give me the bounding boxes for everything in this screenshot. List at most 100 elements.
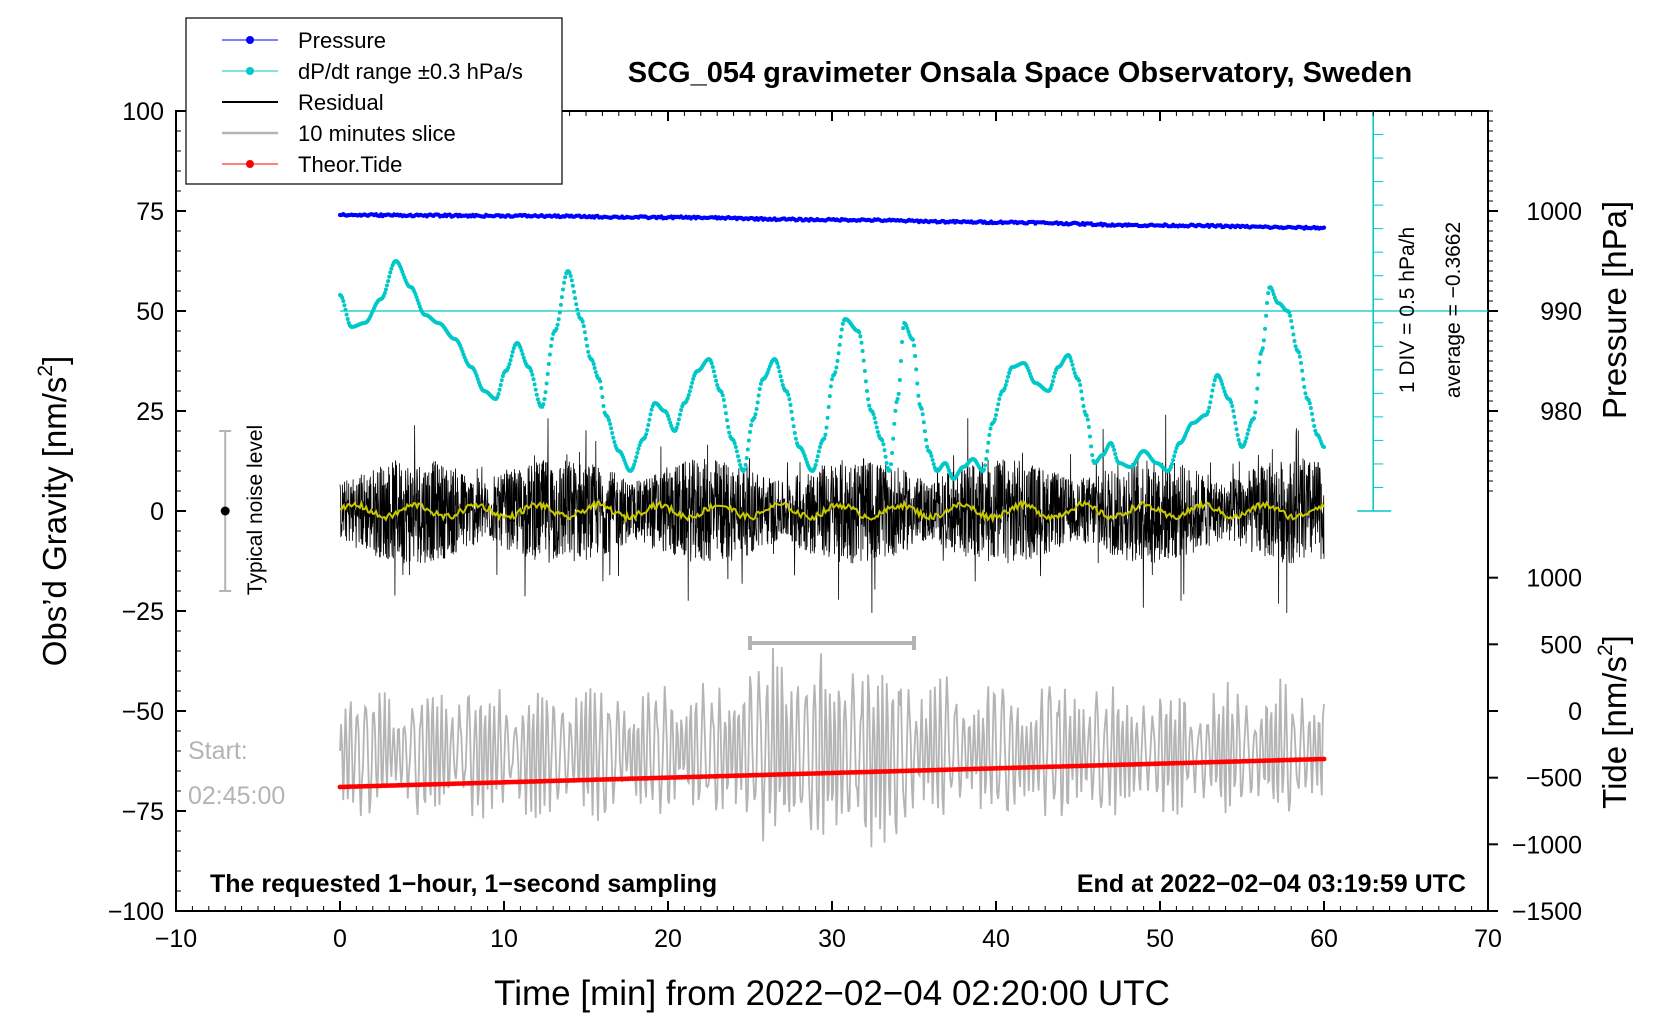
dpdt-point — [586, 349, 591, 354]
dpdt-point — [928, 450, 933, 455]
dpdt-point — [871, 412, 876, 417]
dpdt-point — [413, 292, 418, 296]
dpdt-point — [687, 389, 692, 394]
dpdt-point — [1310, 411, 1314, 416]
dpdt-point — [1232, 414, 1237, 419]
dpdt-point — [905, 326, 910, 331]
dpdt-point — [1264, 313, 1269, 318]
dpdt-point — [1171, 458, 1176, 463]
dpdt-point — [1049, 383, 1054, 387]
noise-bar-center — [220, 506, 230, 516]
dpdt-point — [1317, 436, 1322, 440]
dpdt-point — [545, 372, 550, 376]
dpdt-point — [340, 295, 345, 300]
dpdt-point — [1068, 355, 1073, 360]
x-tick-label: 70 — [1474, 925, 1502, 953]
legend: Pressure dP/dt range ±0.3 hPa/s Residual… — [185, 17, 563, 185]
dpdt-point — [585, 343, 590, 348]
dpdt-point — [607, 418, 611, 423]
dpdt-point — [637, 443, 642, 448]
dpdt-point — [1255, 386, 1260, 391]
dpdt-point — [1206, 409, 1211, 414]
dpdt-point — [723, 411, 728, 416]
dpdt-point — [816, 449, 821, 454]
dpdt-point — [776, 365, 781, 369]
dpdt-point — [860, 349, 865, 353]
y-tick-label: 0 — [150, 498, 164, 526]
dpdt-point — [1313, 428, 1318, 433]
dpdt-point — [388, 270, 393, 275]
dpdt-point — [1299, 361, 1303, 365]
dpdt-point — [913, 354, 918, 358]
dpdt-point — [830, 377, 834, 382]
dpdt-point — [1253, 410, 1258, 415]
dpdt-point — [675, 422, 680, 426]
dpdt-point — [865, 389, 869, 393]
dpdt-point — [709, 361, 714, 366]
dpdt-point — [631, 465, 635, 470]
dpdt-point — [559, 295, 564, 300]
tide-tick-label: −1000 — [1512, 831, 1582, 859]
dpdt-point — [1252, 416, 1256, 421]
dpdt-point — [921, 420, 926, 425]
dpdt-point — [1307, 401, 1312, 406]
dpdt-point — [891, 436, 896, 441]
dpdt-point — [531, 377, 536, 382]
dpdt-point — [507, 362, 512, 366]
dpdt-point — [901, 326, 906, 331]
dpdt-point — [824, 425, 829, 430]
dpdt-point — [563, 275, 568, 280]
dpdt-point — [549, 343, 553, 348]
dpdt-point — [568, 274, 573, 278]
dpdt-point — [554, 326, 559, 331]
dpdt-point — [582, 330, 587, 335]
dpdt-point — [910, 337, 915, 342]
dpdt-point — [882, 448, 887, 453]
pressure-axis-label: Pressure [hPa] — [1596, 201, 1633, 419]
dpdt-point — [919, 406, 924, 411]
dpdt-point — [778, 374, 783, 379]
dpdt-point — [520, 352, 525, 357]
dpdt-point — [591, 362, 596, 366]
dpdt-point — [1288, 313, 1293, 318]
dpdt-point — [345, 317, 350, 321]
dpdt-point — [945, 465, 950, 469]
dpdt-point — [535, 397, 540, 402]
y-tick-label: −25 — [122, 598, 164, 626]
dpdt-point — [1235, 433, 1240, 437]
pressure-point — [1321, 225, 1327, 230]
dpdt-point — [558, 302, 563, 307]
dpdt-point — [873, 420, 878, 425]
dpdt-point — [498, 383, 503, 387]
dpdt-point — [1291, 332, 1296, 337]
tide-axis-label-main: Tide [nm/s — [1596, 656, 1633, 809]
dpdt-point — [646, 423, 651, 427]
dpdt-point — [714, 378, 719, 383]
dpdt-point — [880, 438, 885, 443]
dpdt-point — [983, 463, 988, 468]
legend-marker-tide — [246, 160, 254, 168]
dpdt-point — [915, 381, 920, 386]
dpdt-point — [732, 441, 737, 446]
dpdt-point — [840, 321, 845, 326]
dpdt-point — [988, 426, 993, 431]
dpdt-point — [786, 392, 791, 397]
x-axis-label: Time [min] from 2022−02−04 02:20:00 UTC — [494, 974, 1170, 1013]
tide-tick-label: −1500 — [1512, 898, 1582, 926]
dpdt-point — [893, 408, 898, 413]
dpdt-point — [1236, 438, 1241, 442]
dpdt-point — [1051, 374, 1056, 379]
dpdt-point — [1219, 379, 1224, 383]
dpdt-point — [593, 370, 598, 375]
dpdt-point — [925, 444, 930, 449]
legend-label-dpdt: dP/dt range ±0.3 hPa/s — [298, 59, 523, 84]
dpdt-point — [790, 417, 795, 421]
dpdt-point — [1111, 444, 1115, 449]
dpdt-point — [1229, 400, 1234, 405]
dpdt-point — [561, 287, 565, 292]
dpdt-point — [1071, 367, 1076, 372]
legend-label-tide: Theor.Tide — [298, 152, 402, 177]
dpdt-point — [1261, 338, 1266, 343]
dpdt-point — [1222, 389, 1227, 394]
dpdt-point — [713, 374, 717, 379]
